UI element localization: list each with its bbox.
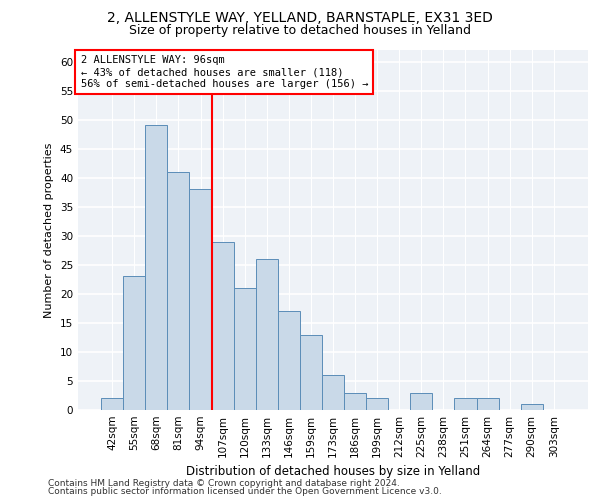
Bar [101, 398, 123, 410]
Text: Contains public sector information licensed under the Open Government Licence v3: Contains public sector information licen… [48, 487, 442, 496]
Y-axis label: Number of detached properties: Number of detached properties [44, 142, 55, 318]
Bar [344, 392, 366, 410]
Bar [167, 172, 190, 410]
Bar [300, 334, 322, 410]
X-axis label: Distribution of detached houses by size in Yelland: Distribution of detached houses by size … [186, 466, 480, 478]
Bar [476, 398, 499, 410]
Bar [278, 312, 300, 410]
Text: 2, ALLENSTYLE WAY, YELLAND, BARNSTAPLE, EX31 3ED: 2, ALLENSTYLE WAY, YELLAND, BARNSTAPLE, … [107, 11, 493, 25]
Bar [454, 398, 476, 410]
Bar [145, 126, 167, 410]
Bar [212, 242, 233, 410]
Bar [190, 190, 212, 410]
Text: Size of property relative to detached houses in Yelland: Size of property relative to detached ho… [129, 24, 471, 37]
Text: 2 ALLENSTYLE WAY: 96sqm
← 43% of detached houses are smaller (118)
56% of semi-d: 2 ALLENSTYLE WAY: 96sqm ← 43% of detache… [80, 56, 368, 88]
Bar [366, 398, 388, 410]
Bar [521, 404, 543, 410]
Text: Contains HM Land Registry data © Crown copyright and database right 2024.: Contains HM Land Registry data © Crown c… [48, 478, 400, 488]
Bar [123, 276, 145, 410]
Bar [410, 392, 433, 410]
Bar [233, 288, 256, 410]
Bar [322, 375, 344, 410]
Bar [256, 259, 278, 410]
